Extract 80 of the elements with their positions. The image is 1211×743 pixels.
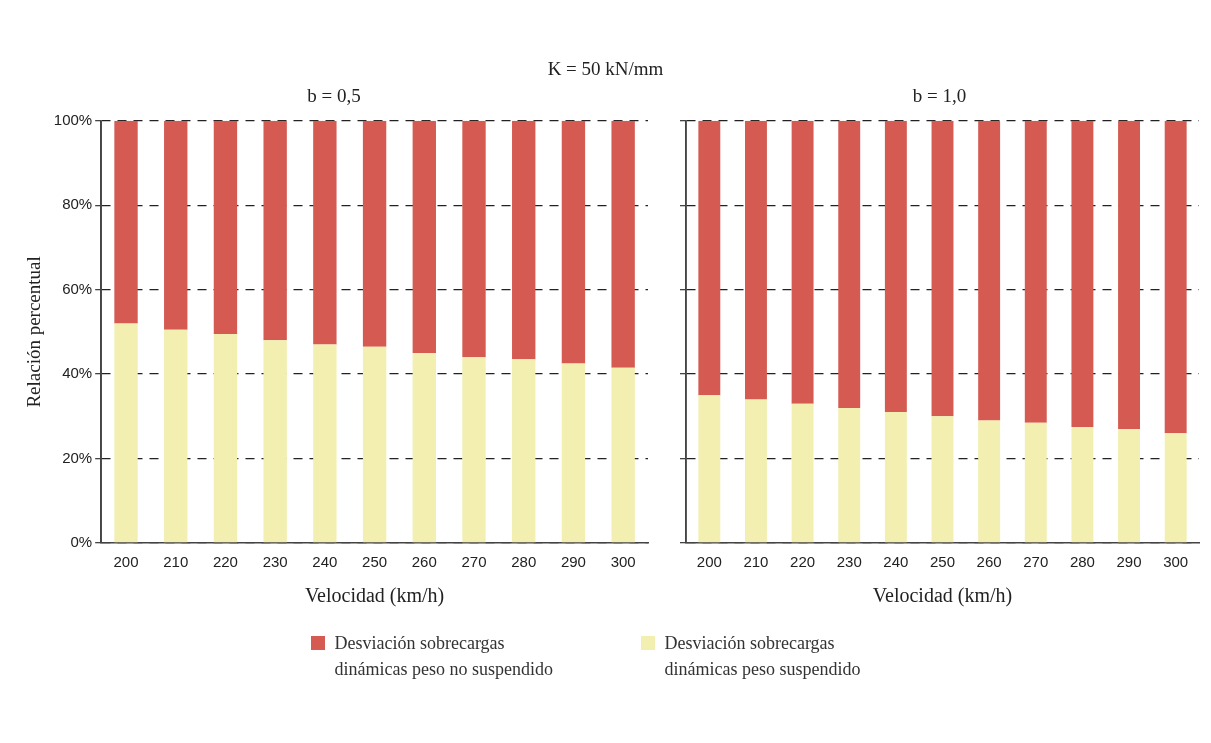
x-tick-label: 270	[1023, 553, 1049, 571]
x-tick-label: 200	[696, 553, 722, 571]
bar	[1164, 433, 1187, 543]
bar	[791, 120, 814, 404]
bar	[884, 412, 907, 543]
bar	[114, 120, 138, 324]
y-axis-title: Relación percentual	[23, 256, 45, 408]
x-axis-title: Velocidad (km/h)	[872, 584, 1013, 608]
legend-label: Desviación sobrecargas dinámicas peso suspendido	[664, 632, 862, 681]
x-tick-label: 230	[836, 553, 862, 571]
x-tick-label: 280	[1069, 553, 1095, 571]
bar	[931, 416, 954, 543]
bar	[1071, 426, 1094, 543]
bar	[745, 120, 767, 400]
bar	[362, 120, 387, 347]
y-tick-label: 100%	[53, 110, 93, 128]
bar	[1071, 120, 1094, 427]
bar	[1118, 429, 1141, 543]
bar	[884, 120, 907, 413]
chart-title: b = 0,5	[307, 85, 361, 107]
bar	[412, 353, 436, 543]
x-tick-label: 220	[212, 553, 238, 571]
bar	[313, 120, 337, 345]
x-tick-label: 280	[511, 553, 537, 571]
bar	[114, 323, 138, 543]
x-tick-label: 290	[1116, 553, 1142, 571]
bar	[561, 120, 586, 364]
legend-label: Desviación sobrecargas dinámicas peso no suspendido	[334, 632, 554, 681]
bar	[462, 120, 486, 358]
bar	[462, 357, 486, 543]
bar	[263, 120, 287, 341]
bar	[313, 344, 337, 543]
x-tick-label: 300	[610, 553, 636, 571]
bar	[611, 120, 635, 368]
x-tick-label: 220	[790, 553, 816, 571]
bar	[791, 403, 814, 543]
bar	[745, 399, 767, 543]
x-tick-label: 230	[262, 553, 288, 571]
bar	[213, 120, 238, 335]
bar	[698, 395, 721, 543]
bar	[611, 367, 635, 543]
x-tick-label: 250	[929, 553, 956, 571]
bar	[1164, 120, 1187, 434]
x-tick-label: 210	[163, 553, 189, 571]
bar	[164, 329, 188, 543]
y-tick-label: 20%	[62, 448, 93, 466]
bar	[1024, 120, 1047, 423]
bar	[561, 363, 586, 543]
x-tick-label: 260	[411, 553, 437, 571]
y-tick-label: 40%	[62, 364, 93, 382]
bar	[1118, 120, 1141, 430]
bar	[838, 407, 861, 543]
x-tick-label: 290	[560, 553, 586, 571]
bar	[978, 120, 1001, 421]
x-tick-label: 200	[113, 553, 139, 571]
bar	[263, 340, 287, 543]
y-tick-label: 0%	[70, 533, 93, 551]
x-axis-title: Velocidad (km/h)	[304, 584, 445, 608]
x-tick-label: 270	[461, 553, 487, 571]
y-tick-label: 80%	[62, 195, 93, 213]
x-tick-label: 300	[1163, 553, 1189, 571]
x-tick-label: 260	[976, 553, 1002, 571]
x-tick-label: 250	[362, 553, 388, 571]
bar	[698, 120, 721, 396]
bar	[512, 120, 536, 360]
bar	[978, 420, 1001, 543]
y-tick-label: 60%	[62, 279, 93, 297]
text: K = 50 kN/mm	[546, 58, 665, 80]
bar	[931, 120, 954, 417]
chart-title: b = 1,0	[912, 85, 967, 107]
x-tick-label: 210	[743, 553, 769, 571]
bar	[213, 334, 238, 543]
bar	[838, 120, 861, 408]
bar	[412, 120, 436, 354]
bar	[164, 120, 188, 330]
x-tick-label: 240	[883, 553, 909, 571]
x-tick-label: 240	[312, 553, 338, 571]
bar	[1024, 422, 1047, 543]
bar	[362, 346, 387, 543]
bar	[512, 359, 536, 543]
